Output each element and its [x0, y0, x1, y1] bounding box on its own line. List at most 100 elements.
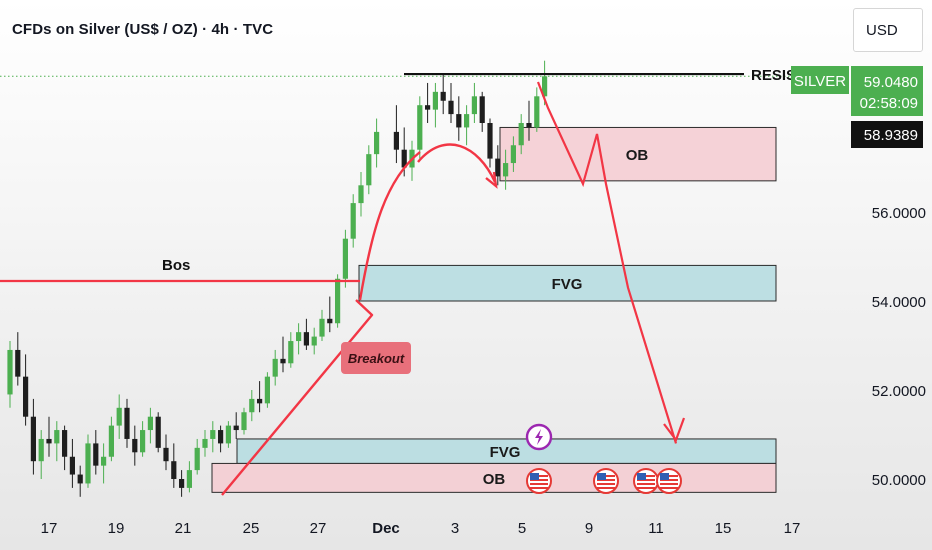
- us-flag-icon[interactable]: [526, 468, 552, 494]
- candle-body: [140, 430, 146, 453]
- zone-fair-value-gap-2[interactable]: [236, 438, 777, 464]
- candle-body: [54, 430, 60, 444]
- zone-order-block-0[interactable]: [499, 126, 777, 182]
- candle-body: [108, 425, 114, 457]
- ob-upper-label: OB: [626, 147, 649, 164]
- candle-body: [526, 123, 532, 128]
- candle-body: [448, 100, 454, 115]
- y-tick-label: 54.0000: [872, 294, 926, 311]
- breakout-label: Breakout: [348, 351, 405, 366]
- candle-body: [85, 443, 91, 484]
- projection-path: [536, 81, 678, 444]
- breakout-badge: Breakout: [341, 342, 411, 374]
- candle-body: [366, 154, 372, 186]
- candle-body: [147, 416, 153, 431]
- x-tick-label: Dec: [372, 520, 400, 537]
- candle-body: [155, 416, 161, 448]
- candle-body: [518, 123, 524, 146]
- candle-body: [69, 456, 75, 475]
- arc-arrow: [417, 143, 497, 183]
- candle-body: [327, 318, 333, 324]
- x-tick-label: 15: [715, 520, 732, 537]
- lightning-icon[interactable]: [525, 423, 553, 451]
- candle-body: [30, 416, 36, 462]
- candle-body: [272, 358, 278, 377]
- countdown-tag: 02:58:09: [860, 95, 918, 112]
- candle-body: [534, 96, 540, 128]
- us-flag-icon[interactable]: [656, 468, 682, 494]
- x-tick-label: 3: [451, 520, 459, 537]
- symbol-tag: SILVER: [794, 73, 846, 90]
- chart-title: CFDs on Silver (US$ / OZ) · 4h · TVC: [12, 21, 274, 38]
- ob-low-label: OB: [483, 471, 506, 488]
- last-price-tag-bg: [851, 66, 923, 116]
- candle-body: [342, 238, 348, 279]
- candle-body: [7, 349, 13, 395]
- x-tick-label: 17: [784, 520, 801, 537]
- zone-fair-value-gap-1[interactable]: [358, 264, 777, 302]
- candle-body: [257, 398, 263, 404]
- candle-body: [358, 185, 364, 204]
- zone-order-block-3[interactable]: [211, 462, 777, 493]
- candle-body: [542, 76, 548, 97]
- symbol-tag-bg: [791, 66, 849, 94]
- x-tick-label: 17: [41, 520, 58, 537]
- candle-body: [350, 203, 356, 239]
- candle-body: [303, 332, 309, 346]
- candle-body: [210, 430, 216, 439]
- candle-body: [124, 407, 130, 439]
- x-tick-label: 25: [243, 520, 260, 537]
- us-flag-icon[interactable]: [593, 468, 619, 494]
- candle-body: [374, 131, 380, 155]
- candle-body: [163, 447, 169, 462]
- candle-body: [77, 474, 83, 484]
- last-price-tag: 59.0480: [864, 74, 918, 91]
- candle-body: [23, 376, 29, 417]
- us-flag-icon[interactable]: [633, 468, 659, 494]
- x-tick-label: 19: [108, 520, 125, 537]
- marker-price-tag-bg: [851, 121, 923, 148]
- candle-body: [202, 438, 208, 448]
- candle-body: [194, 447, 200, 471]
- candle-body: [171, 461, 177, 479]
- candle-body: [393, 131, 399, 150]
- x-tick-label: 11: [648, 520, 664, 537]
- candles: [7, 60, 548, 497]
- candle-body: [487, 123, 493, 159]
- candle-body: [288, 341, 294, 364]
- candle-body: [62, 430, 68, 457]
- candle-body: [101, 456, 107, 466]
- marker-price-tag: 58.9389: [864, 127, 918, 144]
- candle-body: [132, 438, 138, 453]
- candle-body: [280, 358, 286, 364]
- fvg-low-label: FVG: [490, 444, 521, 461]
- candle-body: [179, 479, 185, 488]
- candle-body: [335, 278, 341, 324]
- candle-body: [417, 105, 423, 150]
- candle-body: [218, 430, 224, 444]
- candle-body: [510, 145, 516, 164]
- candle-body: [401, 149, 407, 168]
- candle-body: [46, 438, 52, 444]
- candle-body: [233, 425, 239, 431]
- fvg-mid-label: FVG: [552, 276, 583, 293]
- x-tick-label: 9: [585, 520, 593, 537]
- rally-trendline: [221, 299, 374, 496]
- candle-body: [241, 412, 247, 431]
- candle-body: [296, 332, 302, 342]
- candle-body: [479, 96, 485, 123]
- candle-body: [264, 376, 270, 404]
- rally-curve: [358, 151, 421, 301]
- candle-body: [503, 163, 509, 177]
- y-tick-label: 52.0000: [872, 383, 926, 400]
- candle-body: [471, 96, 477, 115]
- y-tick-label: 50.0000: [872, 472, 926, 489]
- x-tick-label: 27: [310, 520, 327, 537]
- x-tick-label: 21: [175, 520, 192, 537]
- candle-body: [456, 114, 462, 128]
- candle-body: [249, 398, 255, 413]
- candle-body: [38, 438, 44, 462]
- currency-selector[interactable]: USD: [853, 8, 923, 52]
- candle-body: [440, 91, 446, 101]
